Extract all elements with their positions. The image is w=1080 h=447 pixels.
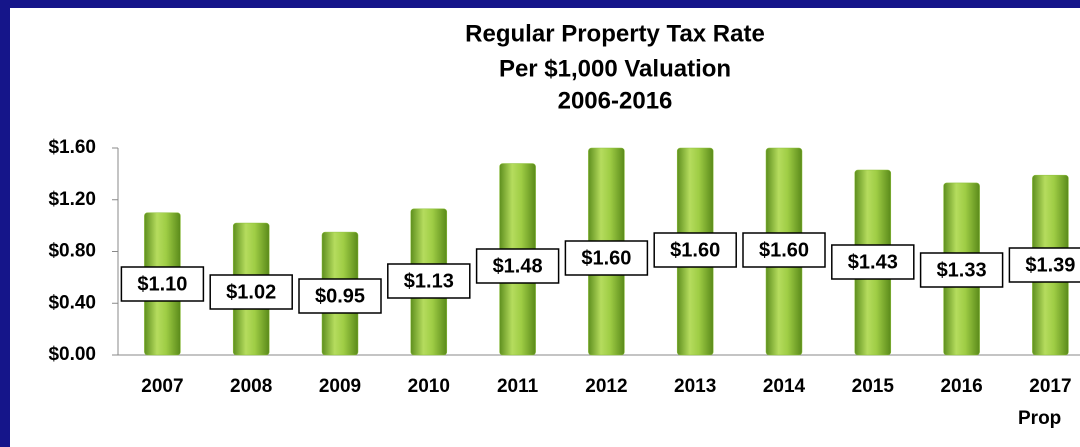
value-label: $1.10 bbox=[137, 273, 187, 295]
y-tick-label: $0.40 bbox=[48, 292, 96, 313]
value-label: $1.02 bbox=[226, 281, 276, 303]
x-tick-label: 2009 bbox=[319, 376, 361, 397]
value-label: $1.33 bbox=[937, 259, 987, 281]
value-label-box bbox=[653, 232, 737, 268]
chart-title: Per $1,000 Valuation bbox=[499, 55, 731, 82]
value-label-box bbox=[298, 278, 382, 314]
x-tick-label: 2015 bbox=[852, 376, 895, 397]
value-label-box bbox=[475, 248, 560, 284]
value-label-box bbox=[209, 274, 293, 310]
y-tick-label: $0.80 bbox=[48, 241, 96, 262]
value-label: $1.60 bbox=[581, 247, 631, 269]
x-tick-label: 2008 bbox=[230, 376, 272, 397]
value-label: $1.13 bbox=[404, 270, 454, 292]
value-label: $1.60 bbox=[759, 239, 809, 261]
value-label: $1.39 bbox=[1025, 254, 1075, 276]
x-tick-label: 2007 bbox=[141, 376, 183, 397]
x-tick-label: 2017 bbox=[1029, 376, 1071, 397]
chart-title: Regular Property Tax Rate bbox=[465, 20, 765, 47]
x-tick-label: 2014 bbox=[763, 376, 806, 397]
value-label-box bbox=[742, 232, 826, 268]
chart-title: 2006-2016 bbox=[558, 87, 673, 114]
x-tick-label: 2016 bbox=[940, 376, 982, 397]
x-tick-label: 2010 bbox=[408, 376, 450, 397]
x-tick-label: 2011 bbox=[497, 376, 539, 397]
y-tick-label: $1.20 bbox=[48, 189, 96, 210]
x-tick-label: 2012 bbox=[585, 376, 627, 397]
value-label-box bbox=[387, 263, 471, 299]
value-label-box bbox=[1008, 247, 1080, 283]
value-label-box bbox=[919, 252, 1004, 288]
y-tick-label: $1.60 bbox=[48, 137, 96, 158]
value-label-box bbox=[564, 240, 649, 276]
value-label: $1.43 bbox=[848, 251, 898, 273]
value-label-box bbox=[831, 244, 915, 280]
value-label: $1.60 bbox=[670, 239, 720, 261]
value-label: $0.95 bbox=[315, 285, 365, 307]
y-tick-label: $0.00 bbox=[48, 344, 96, 365]
x-tick-label: 2013 bbox=[674, 376, 716, 397]
value-label: $1.48 bbox=[493, 255, 543, 277]
annotation: Prop bbox=[1018, 408, 1061, 429]
value-label-box bbox=[120, 266, 205, 302]
plot-background bbox=[10, 8, 1080, 447]
